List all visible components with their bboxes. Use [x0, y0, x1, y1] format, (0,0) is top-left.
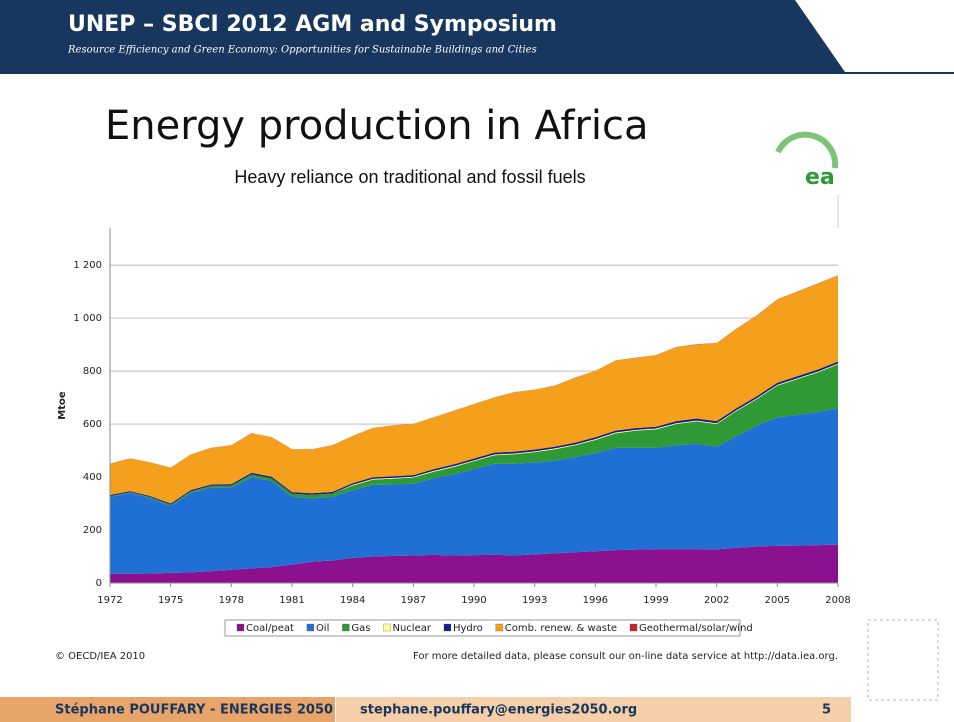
area — [110, 364, 838, 507]
legend-swatch — [383, 623, 391, 632]
x-tick-label: 1972 — [97, 595, 122, 606]
y-tick-label: 200 — [83, 525, 102, 536]
area — [110, 408, 838, 574]
x-tick-label: 1984 — [340, 595, 365, 606]
x-tick-label: 2008 — [825, 595, 850, 606]
x-tick-label: 1975 — [158, 595, 183, 606]
x-tick-label: 1990 — [461, 595, 486, 606]
footer-left — [0, 697, 335, 722]
legend-label: Oil — [316, 623, 329, 634]
y-tick-label: 1 000 — [73, 313, 102, 324]
legend-swatch — [342, 623, 350, 632]
legend-label: Geothermal/solar/wind — [639, 623, 753, 634]
y-tick-label: 800 — [83, 366, 102, 377]
y-tick-label: 1 200 — [73, 260, 102, 271]
legend-label: Comb. renew. & waste — [505, 623, 617, 634]
x-tick-label: 1987 — [401, 595, 426, 606]
legend-box — [224, 619, 741, 637]
x-tick-label: 1981 — [279, 595, 304, 606]
x-tick-label: 1999 — [643, 595, 668, 606]
logo-arc — [775, 131, 839, 169]
footer-email: stephane.pouffary@energies2050.org — [360, 703, 637, 718]
x-tick-label: 1996 — [583, 595, 608, 606]
y-tick-label: 600 — [83, 419, 102, 430]
legend-label: Hydro — [453, 623, 483, 634]
chart: 0 200 400 600 800 1 000 1 200 Mtoe 1972 1975 1978 1… — [57, 228, 851, 606]
footer-page: 5 — [822, 703, 831, 718]
area — [110, 275, 838, 504]
legend-label: Nuclear — [392, 623, 431, 634]
legend-label: Coal/peat — [246, 623, 294, 634]
logo: ea — [805, 165, 835, 190]
x-tick-label: 2002 — [704, 595, 729, 606]
header-title: UNEP – SBCI 2012 AGM and Symposium — [68, 12, 557, 37]
slide-title: Energy production in Africa — [105, 103, 649, 149]
y-axis-label: Mtoe — [57, 391, 68, 420]
x-tick-label: 2005 — [765, 595, 790, 606]
header-bar — [0, 0, 845, 72]
logo-illustration — [867, 619, 939, 701]
legend-swatch — [443, 623, 452, 632]
area — [110, 544, 838, 583]
legend: Coal/peat Oil Gas Nuclear Hydro Comb. renew. … — [236, 623, 753, 634]
note: For more detailed data, please consult o… — [413, 651, 838, 662]
header-subtitle: Resource Efficiency and Green Economy: O… — [67, 45, 537, 56]
y-tick-label: 0 — [96, 578, 102, 589]
legend-swatch — [306, 623, 315, 632]
x-tick-label: 1978 — [219, 595, 244, 606]
x-tick-label: 1993 — [522, 595, 547, 606]
footer-right — [336, 697, 851, 722]
legend-swatch — [629, 623, 638, 632]
legend-swatch — [236, 623, 245, 632]
footer-author: Stéphane POUFFARY - ENERGIES 2050 — [55, 703, 333, 718]
legend-label: Gas — [351, 623, 370, 634]
source: © OECD/IEA 2010 — [55, 651, 145, 662]
y-tick-label: 400 — [83, 472, 102, 483]
slide-subtitle: Heavy reliance on traditional and fossil… — [234, 167, 585, 187]
legend-swatch — [495, 623, 503, 632]
